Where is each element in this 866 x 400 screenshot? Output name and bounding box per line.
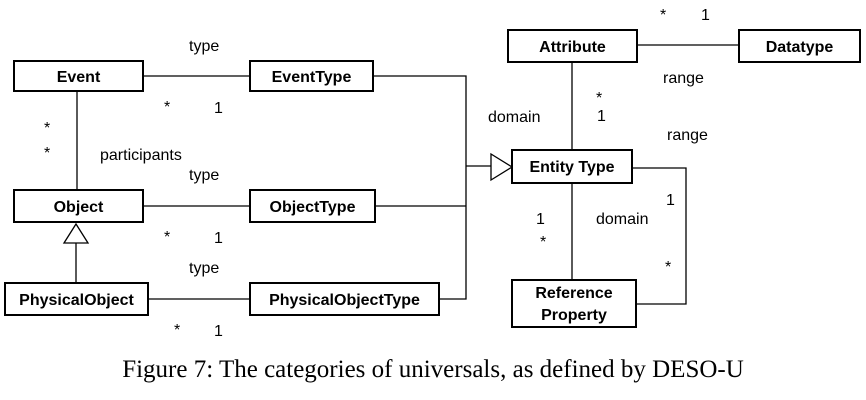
reference-domain-label: domain <box>596 211 648 228</box>
event-many-label: * <box>164 99 170 116</box>
physicalobject-class-name: PhysicalObject <box>19 292 134 309</box>
event-class-name: Event <box>57 69 101 86</box>
participants-label: participants <box>100 147 182 164</box>
eventtype-generalization-line <box>373 75 467 300</box>
object-many-label: * <box>164 229 170 246</box>
reference-domain-many-label: * <box>540 234 546 251</box>
attribute-domain-one-label: 1 <box>597 108 606 125</box>
participants-event-many-label: * <box>44 120 50 137</box>
referenceproperty-box <box>511 279 637 328</box>
physicalobjecttype-class-name: PhysicalObjectType <box>269 292 420 309</box>
physicalobject-many-label: * <box>174 322 180 339</box>
physicalobject-box <box>4 282 149 316</box>
entitytype-generalization-triangle <box>490 152 514 182</box>
attribute-range-label: range <box>663 70 704 87</box>
event-box <box>13 60 144 92</box>
objecttype-one-label: 1 <box>214 230 223 247</box>
event-type-label: type <box>189 38 219 55</box>
attribute-domain-label: domain <box>488 109 540 126</box>
eventtype-one-label: 1 <box>214 100 223 117</box>
objecttype-box <box>249 189 376 223</box>
physicalobjecttype-one-label: 1 <box>214 323 223 340</box>
object-generalization-triangle <box>62 222 90 244</box>
attribute-domain-many-label: * <box>596 90 602 107</box>
eventtype-class-name: EventType <box>272 69 352 86</box>
participants-object-many-label: * <box>44 145 50 162</box>
attribute-datatype-many-label: * <box>660 7 666 24</box>
eventtype-box <box>249 60 374 92</box>
physicalobjecttype-box <box>249 282 440 316</box>
attribute-datatype-one-label: 1 <box>701 7 710 24</box>
referenceproperty-class-name-line1: Reference <box>535 285 612 302</box>
entitytype-box <box>511 149 633 184</box>
object-box <box>13 189 144 223</box>
reference-range-many-label: * <box>665 259 671 276</box>
figure-caption: Figure 7: The categories of universals, … <box>122 356 744 383</box>
referenceproperty-class-name-line2: Property <box>541 307 607 324</box>
physicalobject-type-label: type <box>189 260 219 277</box>
object-type-label: type <box>189 167 219 184</box>
objecttype-class-name: ObjectType <box>270 199 356 216</box>
datatype-box <box>738 29 861 63</box>
reference-range-one-label: 1 <box>666 192 675 209</box>
reference-domain-one-label: 1 <box>536 211 545 228</box>
entitytype-class-name: Entity Type <box>529 159 614 176</box>
attribute-class-name: Attribute <box>539 39 606 56</box>
datatype-class-name: Datatype <box>766 39 834 56</box>
reference-range-label: range <box>667 127 708 144</box>
object-class-name: Object <box>54 199 104 216</box>
attribute-box <box>507 29 638 63</box>
reference-range-association <box>632 167 687 305</box>
